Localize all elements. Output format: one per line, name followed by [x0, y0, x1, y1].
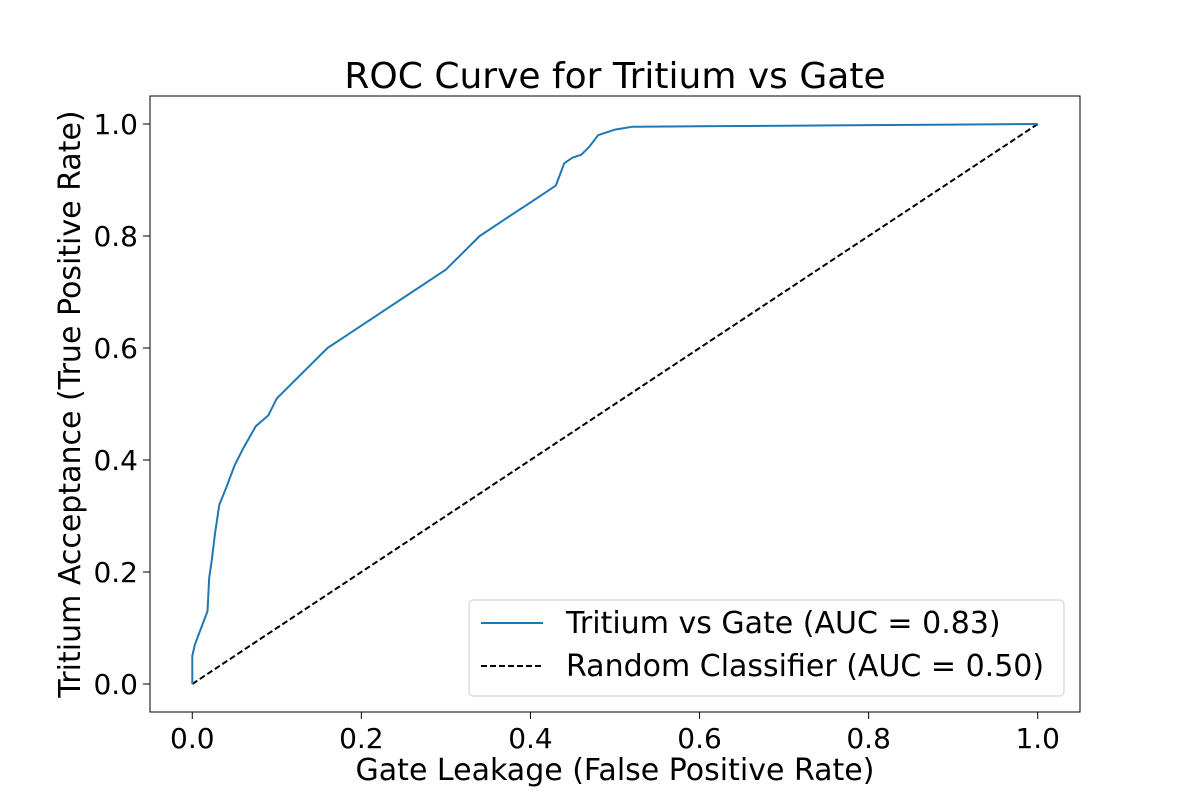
- y-tick-label: 0.0: [93, 668, 138, 701]
- legend-box: [468, 599, 1065, 697]
- roc-curve-line: [191, 123, 1038, 684]
- plot-frame: [149, 95, 1081, 713]
- ticks-layer: 0.0 0.2 0.4 0.6 0.8 1.0 0.0 0.2 0.4 0.6 0.8 1.0: [93, 108, 1060, 755]
- x-tick-label: 0.4: [508, 722, 553, 755]
- series-layer: [191, 123, 1039, 685]
- x-tick-label: 0.6: [677, 722, 722, 755]
- random-classifier-line: [191, 123, 1039, 685]
- x-tick-label: 0.0: [170, 722, 215, 755]
- y-axis-label: Tritium Acceptance (True Positive Rate): [53, 110, 88, 698]
- chart-title: ROC Curve for Tritium vs Gate: [344, 56, 885, 97]
- y-tick-label: 0.2: [93, 556, 138, 589]
- x-tick-label: 0.8: [846, 722, 891, 755]
- legend: Tritium vs Gate (AUC = 0.83) Random Clas…: [468, 599, 1065, 697]
- legend-label-roc: Tritium vs Gate (AUC = 0.83): [565, 606, 1001, 641]
- x-tick-label: 0.2: [339, 722, 384, 755]
- x-axis-label: Gate Leakage (False Positive Rate): [356, 753, 875, 788]
- y-tick-label: 0.6: [93, 332, 138, 365]
- y-tick-label: 1.0: [93, 108, 138, 141]
- y-tick-label: 0.4: [93, 444, 138, 477]
- y-tick-label: 0.8: [93, 220, 138, 253]
- x-tick-label: 1.0: [1015, 722, 1060, 755]
- legend-label-random: Random Classifier (AUC = 0.50): [566, 649, 1044, 684]
